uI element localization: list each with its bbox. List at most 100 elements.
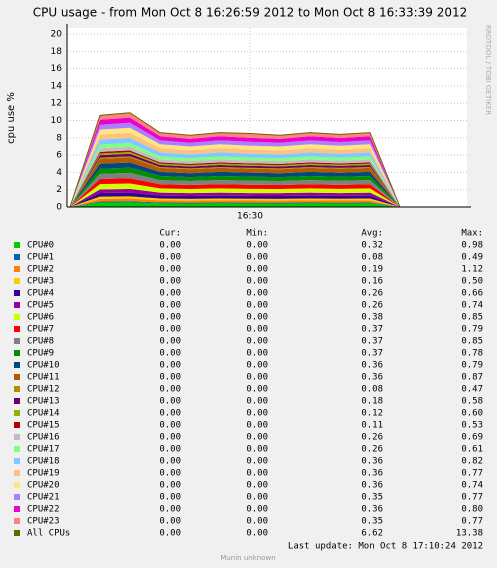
legend-swatch (14, 314, 20, 320)
stat-value: 0.36 (361, 361, 383, 371)
legend-swatch (14, 410, 20, 416)
stat-value: 0.00 (246, 481, 268, 491)
stat-value: 0.00 (246, 361, 268, 371)
stat-value: 0.36 (361, 469, 383, 479)
total-line (69, 112, 460, 208)
stat-value: 0.19 (361, 265, 383, 275)
stat-value: 0.00 (246, 469, 268, 479)
y-tick-label: 4 (56, 168, 62, 178)
stat-value: 0.37 (361, 325, 383, 335)
last-update: Last update: Mon Oct 8 17:10:24 2012 (288, 542, 483, 552)
stat-value: 0.00 (246, 397, 268, 407)
stat-value: 0.00 (159, 337, 181, 347)
stat-value: 0.77 (461, 493, 483, 503)
stat-header: Min: (246, 229, 268, 239)
stat-value: 0.74 (461, 481, 483, 491)
stat-value: 0.77 (461, 517, 483, 527)
legend-swatch (14, 458, 20, 464)
stat-value: 0.00 (159, 325, 181, 335)
legend-swatch (14, 278, 20, 284)
stat-value: 0.00 (246, 241, 268, 251)
area (70, 167, 460, 207)
stat-value: 0.79 (461, 361, 483, 371)
area (70, 202, 460, 207)
stat-value: 0.82 (461, 457, 483, 467)
legend-swatch (14, 350, 20, 356)
stat-value: 0.78 (461, 349, 483, 359)
stat-value: 0.00 (246, 529, 268, 539)
stat-value: 0.00 (159, 313, 181, 323)
stat-value: 0.00 (159, 505, 181, 515)
area (70, 146, 460, 207)
stat-value: 0.61 (461, 445, 483, 455)
area (70, 127, 460, 207)
stat-value: 0.26 (361, 289, 383, 299)
stat-value: 0.00 (246, 409, 268, 419)
legend-label: CPU#3 (27, 277, 54, 287)
stat-value: 0.38 (361, 313, 383, 323)
stat-value: 0.00 (159, 493, 181, 503)
x-tick-label: 16:30 (237, 212, 263, 222)
legend-label: CPU#22 (27, 505, 60, 515)
legend-swatch (14, 254, 20, 260)
stat-value: 1.12 (461, 265, 483, 275)
stat-value: 0.00 (246, 253, 268, 263)
y-tick-label: 20 (51, 30, 63, 40)
stat-value: 0.26 (361, 445, 383, 455)
stat-value: 0.00 (159, 517, 181, 527)
stat-value: 0.36 (361, 373, 383, 383)
y-tick-label: 18 (51, 47, 63, 57)
stat-header: Max: (461, 229, 483, 239)
stat-value: 0.00 (159, 241, 181, 251)
stat-value: 0.11 (361, 421, 383, 431)
stat-value: 0.00 (246, 445, 268, 455)
stat-value: 0.00 (246, 349, 268, 359)
stat-value: 0.00 (159, 409, 181, 419)
stat-value: 0.77 (461, 469, 483, 479)
stat-value: 0.00 (246, 289, 268, 299)
stat-value: 0.36 (361, 505, 383, 515)
y-axis-label: cpu use % (6, 92, 17, 144)
stat-value: 0.00 (159, 301, 181, 311)
legend-swatch (14, 422, 20, 428)
stat-value: 13.38 (456, 529, 483, 539)
stat-value: 0.00 (159, 529, 181, 539)
legend-swatch (14, 398, 20, 404)
area (70, 192, 460, 207)
area (70, 137, 460, 207)
stat-value: 0.00 (246, 505, 268, 515)
area (70, 153, 460, 207)
stat-header: Avg: (361, 229, 383, 239)
area (70, 132, 460, 207)
stat-value: 0.00 (246, 265, 268, 275)
area (70, 198, 460, 207)
legend-label: CPU#9 (27, 349, 54, 359)
legend-swatch (14, 374, 20, 380)
area (70, 162, 460, 207)
stat-value: 0.00 (246, 373, 268, 383)
legend-label: CPU#2 (27, 265, 54, 275)
stat-value: 0.87 (461, 373, 483, 383)
stat-value: 0.00 (159, 421, 181, 431)
stat-value: 0.08 (361, 385, 383, 395)
stat-value: 0.26 (361, 433, 383, 443)
stat-value: 0.74 (461, 301, 483, 311)
legend-swatch (14, 290, 20, 296)
stat-value: 0.36 (361, 481, 383, 491)
stat-value: 0.26 (361, 301, 383, 311)
stat-value: 0.00 (159, 277, 181, 287)
stat-value: 0.00 (246, 277, 268, 287)
stat-value: 0.00 (159, 433, 181, 443)
stat-value: 0.58 (461, 397, 483, 407)
stat-value: 0.00 (159, 289, 181, 299)
stat-value: 0.08 (361, 253, 383, 263)
area (70, 172, 460, 207)
legend-swatch (14, 518, 20, 524)
stat-value: 0.80 (461, 505, 483, 515)
stat-value: 0.18 (361, 397, 383, 407)
y-tick-label: 2 (56, 185, 62, 195)
stat-value: 0.53 (461, 421, 483, 431)
legend-label: CPU#20 (27, 481, 60, 491)
area (70, 157, 460, 207)
